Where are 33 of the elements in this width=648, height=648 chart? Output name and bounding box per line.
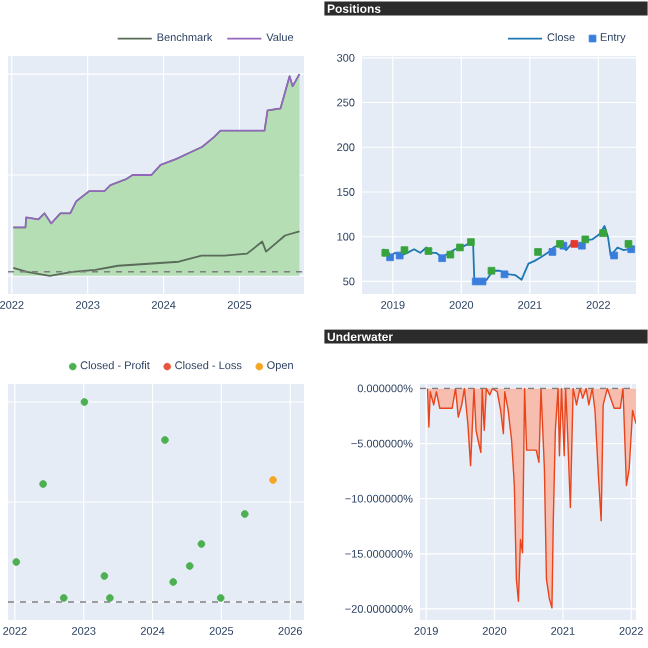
point bbox=[169, 578, 178, 586]
point bbox=[467, 238, 475, 246]
point bbox=[487, 266, 496, 275]
point bbox=[400, 246, 409, 254]
point bbox=[438, 254, 446, 262]
point bbox=[381, 249, 390, 257]
point bbox=[610, 251, 618, 260]
point bbox=[424, 247, 433, 255]
point bbox=[216, 594, 225, 602]
point bbox=[106, 594, 114, 602]
point bbox=[478, 277, 487, 286]
point bbox=[100, 572, 109, 580]
point bbox=[161, 436, 169, 444]
point bbox=[548, 248, 557, 256]
point bbox=[395, 251, 404, 260]
point bbox=[578, 241, 586, 250]
point bbox=[269, 476, 277, 484]
point bbox=[500, 270, 509, 279]
point bbox=[197, 540, 206, 548]
point bbox=[185, 562, 194, 570]
point bbox=[534, 248, 542, 256]
point bbox=[241, 510, 249, 518]
point bbox=[581, 235, 590, 244]
point bbox=[471, 277, 480, 286]
point bbox=[624, 240, 633, 248]
point bbox=[59, 594, 68, 602]
point bbox=[12, 558, 21, 566]
point bbox=[599, 229, 607, 237]
point bbox=[570, 240, 579, 248]
point bbox=[39, 480, 47, 488]
point bbox=[80, 398, 89, 406]
point bbox=[456, 243, 464, 252]
point bbox=[446, 250, 455, 259]
